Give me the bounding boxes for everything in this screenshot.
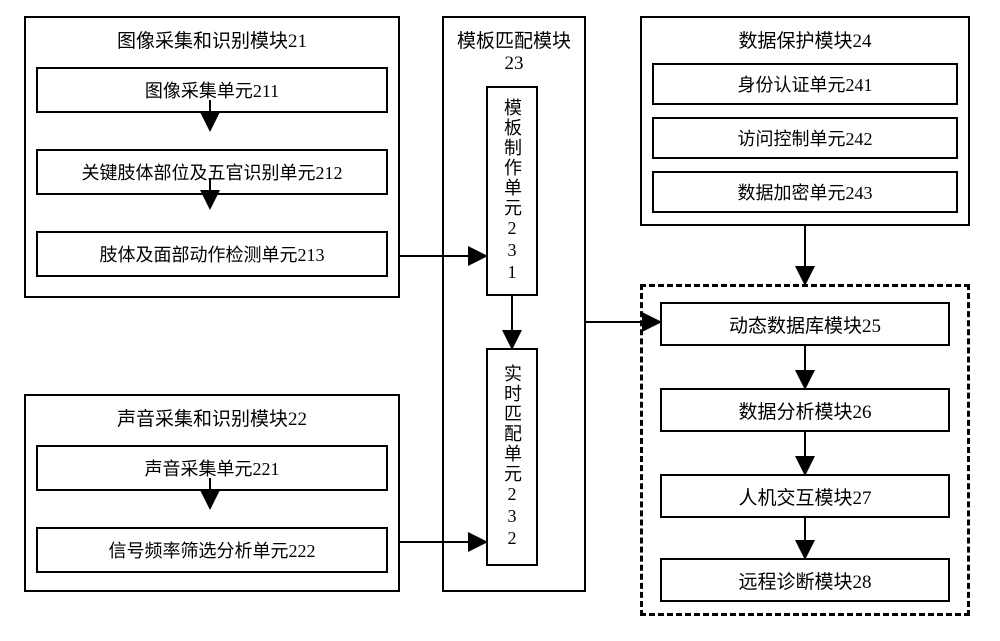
unit-232: 实时匹配单元232 <box>486 348 538 566</box>
module-26: 数据分析模块26 <box>660 388 950 432</box>
module-data-protect: 数据保护模块24 身份认证单元241 访问控制单元242 数据加密单元243 <box>640 16 970 226</box>
unit-222: 信号频率筛选分析单元222 <box>36 527 388 573</box>
module-23-title-line1: 模板匹配模块 <box>444 18 584 53</box>
module-21-title: 图像采集和识别模块21 <box>26 18 398 57</box>
unit-231: 模板制作单元231 <box>486 86 538 296</box>
module-image-capture: 图像采集和识别模块21 图像采集单元211 关键肢体部位及五官识别单元212 肢… <box>24 16 400 298</box>
unit-243: 数据加密单元243 <box>652 171 958 213</box>
module-25: 动态数据库模块25 <box>660 302 950 346</box>
module-sound-capture: 声音采集和识别模块22 声音采集单元221 信号频率筛选分析单元222 <box>24 394 400 592</box>
unit-211: 图像采集单元211 <box>36 67 388 113</box>
module-24-title: 数据保护模块24 <box>642 18 968 57</box>
unit-213: 肢体及面部动作检测单元213 <box>36 231 388 277</box>
module-22-title: 声音采集和识别模块22 <box>26 396 398 435</box>
module-28: 远程诊断模块28 <box>660 558 950 602</box>
module-27: 人机交互模块27 <box>660 474 950 518</box>
unit-241: 身份认证单元241 <box>652 63 958 105</box>
unit-212: 关键肢体部位及五官识别单元212 <box>36 149 388 195</box>
unit-242: 访问控制单元242 <box>652 117 958 159</box>
unit-221: 声音采集单元221 <box>36 445 388 491</box>
module-23-title-line2: 23 <box>444 53 584 79</box>
